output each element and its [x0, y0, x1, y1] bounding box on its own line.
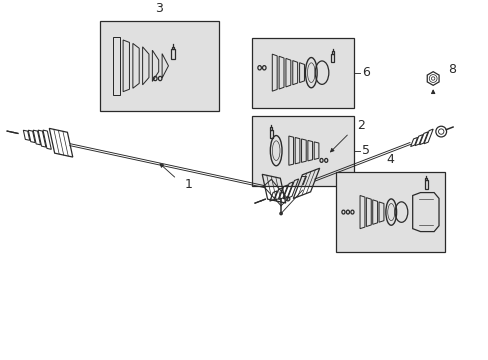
Bar [331, 51, 333, 54]
Text: 3: 3 [155, 2, 163, 15]
Text: 4: 4 [386, 153, 393, 166]
Bar [171, 47, 174, 49]
Bar [425, 178, 427, 180]
Bar [270, 127, 272, 130]
Text: 2: 2 [356, 119, 364, 132]
Text: 7: 7 [300, 175, 308, 188]
Bar [335, 172, 444, 252]
Text: 8: 8 [447, 63, 455, 76]
Bar [330, 54, 334, 62]
Text: 1: 1 [184, 178, 192, 191]
Bar [100, 21, 218, 111]
Bar [251, 116, 353, 186]
Text: 5: 5 [361, 144, 369, 157]
Bar [269, 130, 272, 139]
Bar [251, 37, 353, 108]
Text: 6: 6 [361, 66, 369, 79]
Bar [424, 180, 427, 189]
Bar [171, 49, 174, 59]
